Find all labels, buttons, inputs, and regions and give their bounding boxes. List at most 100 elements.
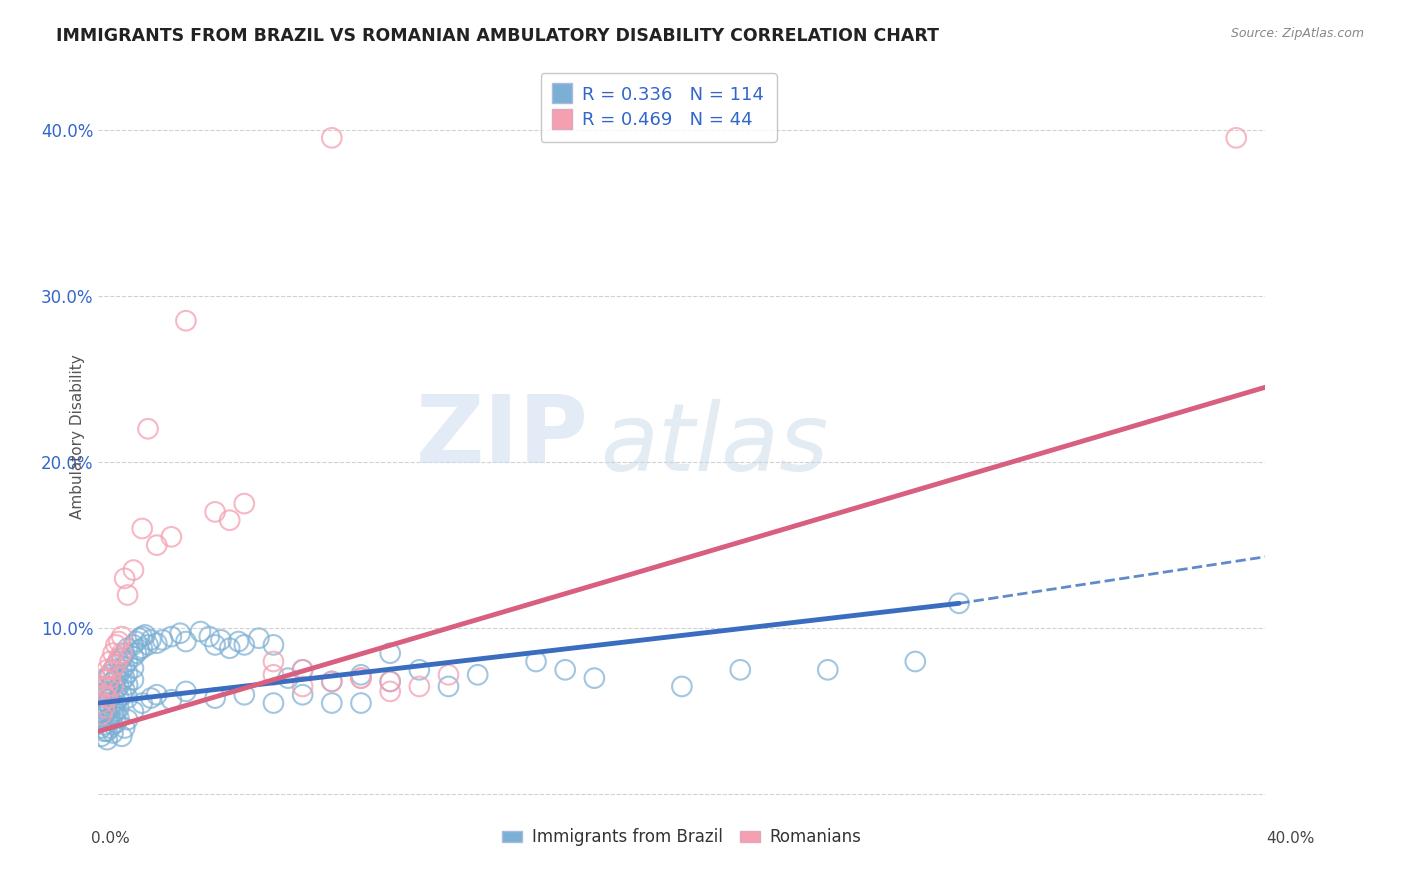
Point [136,638,159,652]
Point [93,680,115,694]
Point [583,671,606,685]
Point [524,655,547,669]
Point [90,721,112,735]
Point [122,705,145,719]
Point [204,691,226,706]
Point [108,651,131,665]
Point [730,663,752,677]
Point [122,661,145,675]
Point [96,732,118,747]
Point [174,684,197,698]
Point [90,713,112,727]
Point [380,684,402,698]
Point [209,632,232,647]
Point [131,630,153,644]
Point [93,701,115,715]
Point [90,688,112,702]
Point [96,713,118,727]
Point [104,657,127,672]
Point [98,667,121,681]
Point [190,624,212,639]
Point [554,663,576,677]
Point [408,680,430,694]
Point [114,571,136,585]
Point [98,691,121,706]
Point [122,563,145,577]
Text: ZIP: ZIP [416,391,589,483]
Point [111,651,134,665]
Point [104,705,127,719]
Point [174,314,197,328]
Point [93,691,115,706]
Text: Source: ZipAtlas.com: Source: ZipAtlas.com [1230,27,1364,40]
Point [117,655,139,669]
Point [204,638,226,652]
Point [380,674,402,689]
Point [198,630,221,644]
Point [291,663,314,677]
Point [101,680,124,694]
Point [117,641,139,656]
Point [104,638,127,652]
Point [262,696,284,710]
Point [108,655,131,669]
Point [146,688,169,702]
Point [262,667,284,681]
Point [117,588,139,602]
Point [98,701,121,715]
Point [350,671,373,685]
Point [146,636,169,650]
Point [437,667,460,681]
Point [204,505,226,519]
Point [136,422,159,436]
Point [111,663,134,677]
Point [131,696,153,710]
Point [96,663,118,677]
Point [96,684,118,698]
Point [321,674,343,689]
Point [104,682,127,697]
Point [321,674,343,689]
Point [128,643,150,657]
Point [96,696,118,710]
Point [291,688,314,702]
Point [104,657,127,672]
Point [817,663,839,677]
Point [108,701,131,715]
Point [108,680,131,694]
Point [98,711,121,725]
Point [218,513,240,527]
Point [90,680,112,694]
Point [96,691,118,706]
Point [98,680,121,694]
Point [122,638,145,652]
Point [139,691,162,706]
Point [111,729,134,743]
Point [262,655,284,669]
Point [139,632,162,647]
Point [104,716,127,731]
Point [380,674,402,689]
Point [128,632,150,646]
Point [98,655,121,669]
Point [125,646,148,660]
Point [98,671,121,685]
Point [101,696,124,710]
Point [233,688,256,702]
Legend: Immigrants from Brazil, Romanians: Immigrants from Brazil, Romanians [495,822,869,853]
Point [90,729,112,743]
Text: atlas: atlas [600,399,828,490]
Point [93,724,115,739]
Point [160,630,183,644]
Point [114,682,136,697]
Point [122,649,145,664]
Point [108,691,131,706]
Point [101,717,124,731]
Point [321,696,343,710]
Point [277,671,299,685]
Point [467,667,489,681]
Point [111,646,134,660]
Point [233,497,256,511]
Point [101,663,124,677]
Point [321,131,343,145]
